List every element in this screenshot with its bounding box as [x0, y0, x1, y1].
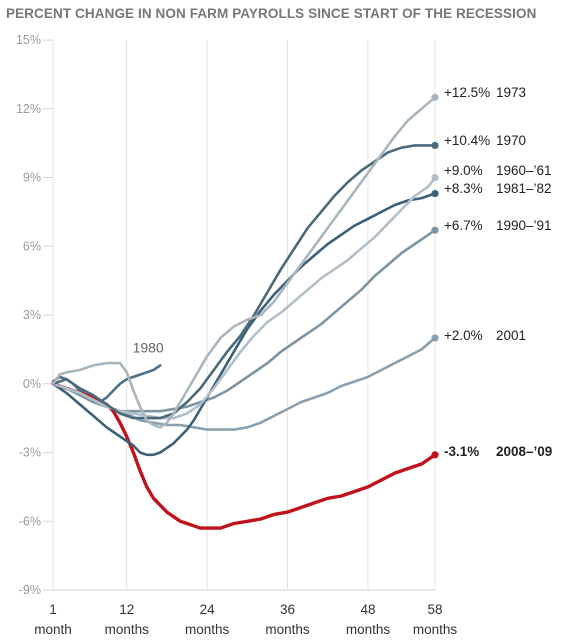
series-end-value-label: +6.7%: [444, 218, 483, 233]
y-tick-label: 0%: [23, 377, 41, 391]
series-end-value-label: +8.3%: [444, 181, 483, 196]
x-tick-unit-label: months: [346, 622, 391, 637]
chart-title: PERCENT CHANGE IN NON FARM PAYROLLS SINC…: [6, 6, 537, 21]
series-name-label: 2001: [496, 328, 526, 343]
series-end-marker: [431, 334, 439, 342]
series-line: [51, 144, 437, 420]
x-tick-unit-label: month: [34, 622, 72, 637]
series-end-marker: [431, 226, 439, 234]
series-layer: [51, 93, 439, 530]
series-line: [51, 96, 437, 429]
series-line: [51, 192, 437, 457]
series-end-marker: [431, 451, 439, 459]
series-end-marker: [431, 93, 439, 101]
series-name-label: 1990–’91: [496, 218, 552, 233]
series-end-marker: [431, 173, 439, 182]
series-name-label: 1970: [496, 133, 526, 148]
y-tick-label: -6%: [19, 514, 41, 528]
series-end-value-label: +10.4%: [444, 133, 490, 148]
series-line: [51, 382, 437, 530]
y-tick-label: 15%: [16, 33, 41, 47]
x-tick-label: 24: [200, 602, 216, 617]
y-tick-label: -9%: [19, 583, 41, 597]
x-tick-unit-label: months: [185, 622, 230, 637]
y-tick-label: 9%: [23, 171, 41, 185]
axis-layer: 15% 12% 9% 6% 3% 0% -3% -6% -9% 1 month 12 months 24 m…: [16, 33, 457, 637]
x-tick-label: 36: [280, 602, 295, 617]
x-tick-unit-label: months: [105, 622, 150, 637]
grid-layer: [43, 39, 436, 591]
label-layer: +2.0% 2001 -3.1% 2008–’09 +6.7% 1990–’91 +8.3%…: [133, 85, 553, 459]
x-tick-label: 58: [427, 602, 442, 617]
x-tick-label: 1: [49, 602, 57, 617]
series-end-marker: [431, 189, 439, 198]
x-tick-unit-label: months: [413, 622, 458, 637]
y-tick-label: 6%: [23, 239, 41, 253]
y-tick-label: -3%: [19, 446, 41, 460]
series-name-label: 1973: [496, 85, 526, 100]
y-tick-label: 12%: [16, 102, 41, 116]
series-line: [51, 336, 437, 431]
series-inline-label: 1980: [133, 339, 164, 355]
y-tick-label: 3%: [23, 308, 41, 322]
x-tick-label: 12: [119, 602, 134, 617]
x-tick-unit-label: months: [265, 622, 310, 637]
series-end-value-label: -3.1%: [444, 444, 479, 459]
series-name-label: 1981–’82: [496, 181, 552, 196]
x-tick-label: 48: [360, 602, 375, 617]
series-end-value-label: +2.0%: [444, 328, 483, 343]
series-end-value-label: +9.0%: [444, 163, 483, 178]
series-name-label: 1960–’61: [496, 163, 552, 178]
series-name-label: 2008–’09: [496, 444, 552, 459]
series-end-value-label: +12.5%: [444, 85, 490, 100]
series-end-marker: [431, 141, 439, 150]
